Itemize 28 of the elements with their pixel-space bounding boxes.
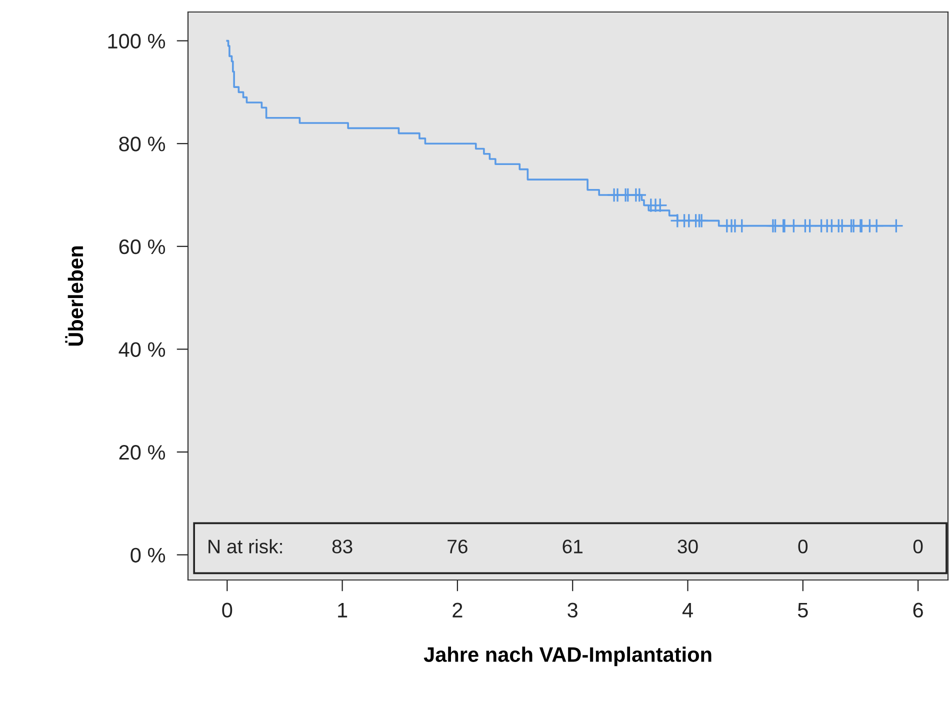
annotation: 61 bbox=[562, 540, 582, 554]
y-tick-label: 40 % bbox=[118, 342, 166, 357]
annotation: 0 bbox=[913, 540, 923, 554]
annotation: 76 bbox=[448, 540, 468, 554]
x-tick-label: 2 bbox=[452, 602, 462, 618]
x-axis-title: Jahre nach VAD-Implantation bbox=[424, 646, 712, 666]
y-tick-label: 100 % bbox=[108, 34, 166, 49]
x-tick-label: 1 bbox=[338, 602, 348, 618]
point bbox=[734, 218, 750, 234]
y-tick-label: 0 % bbox=[130, 548, 166, 563]
point bbox=[888, 218, 904, 234]
point bbox=[652, 198, 668, 213]
annotation: 30 bbox=[678, 540, 698, 554]
annotation: N at risk: bbox=[208, 539, 282, 554]
point bbox=[869, 218, 884, 234]
x-tick-label: 3 bbox=[568, 602, 578, 618]
x-tick-label: 5 bbox=[798, 602, 808, 618]
point bbox=[786, 218, 802, 234]
x-tick-label: 0 bbox=[222, 602, 232, 618]
y-tick-label: 20 % bbox=[119, 445, 166, 460]
x-tick-label: 4 bbox=[682, 602, 693, 618]
x-tick-label: 6 bbox=[913, 602, 923, 618]
y-tick-label: 60 % bbox=[119, 239, 166, 254]
annotation: 83 bbox=[332, 540, 352, 554]
y-tick-label: 80 % bbox=[119, 136, 166, 152]
point bbox=[802, 218, 818, 234]
y-axis-title: Überleben bbox=[65, 246, 84, 346]
annotation: 0 bbox=[798, 540, 808, 554]
